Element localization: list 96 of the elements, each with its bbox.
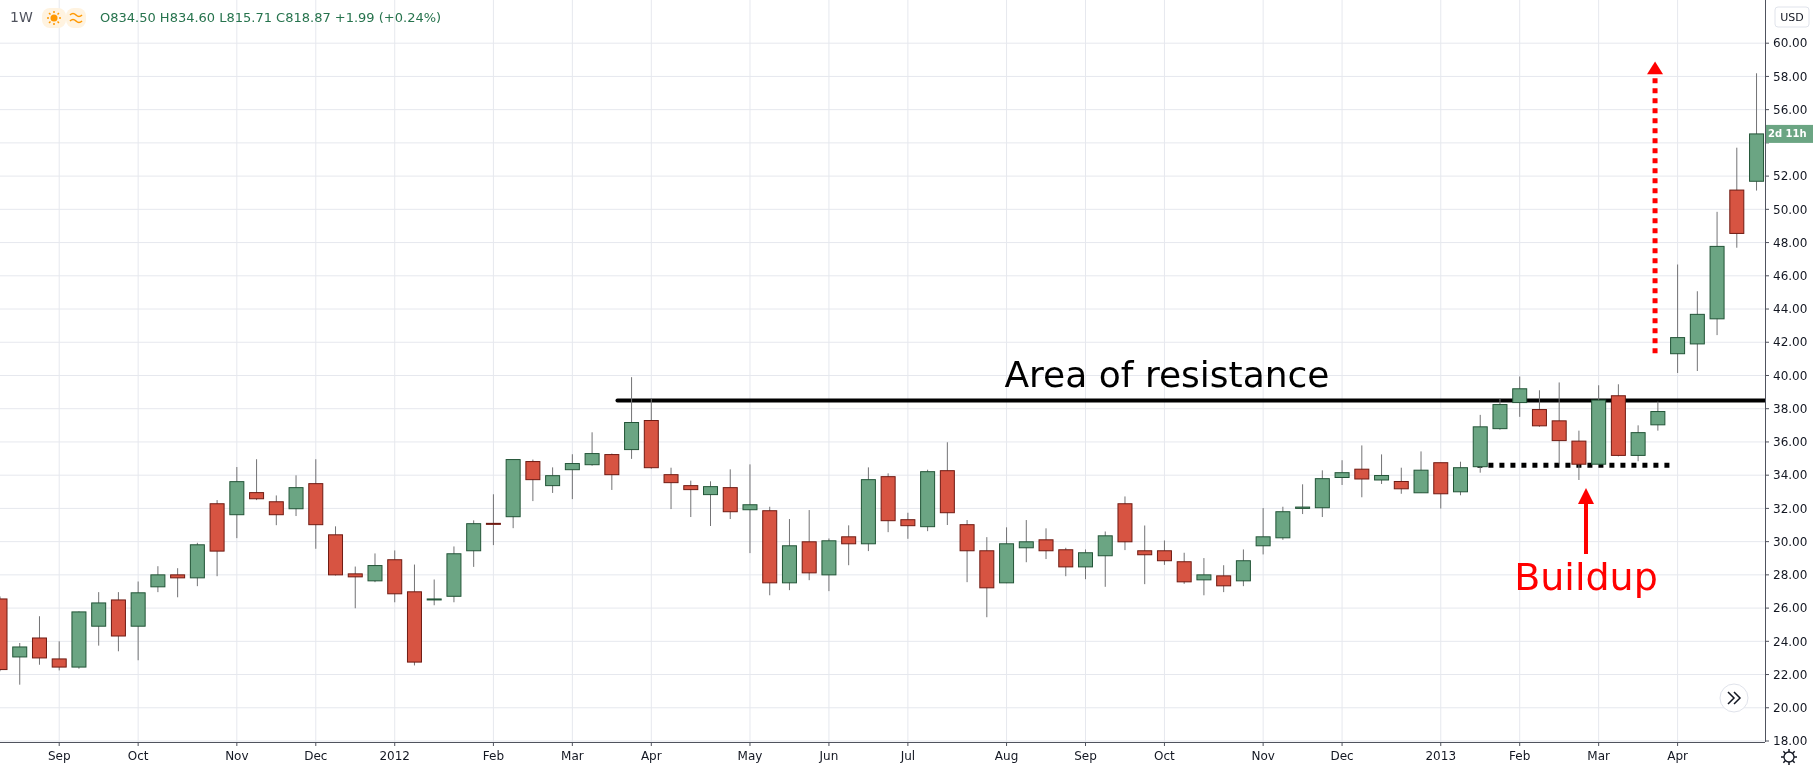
candlestick — [525, 459, 541, 502]
candlestick — [1630, 424, 1646, 462]
candlestick — [268, 494, 284, 526]
x-tick-label: Jun — [818, 749, 839, 763]
y-tick-label: 42.00 — [1773, 335, 1808, 350]
candlestick — [545, 466, 561, 494]
x-tick-label: Feb — [1509, 749, 1531, 763]
candlestick — [584, 431, 600, 467]
y-tick-label: 40.00 — [1773, 368, 1808, 383]
candlestick — [1670, 264, 1686, 374]
candlestick — [742, 463, 758, 554]
x-tick-label: Dec — [1330, 749, 1354, 763]
candlestick — [1097, 531, 1113, 588]
candlestick — [1512, 375, 1528, 418]
y-tick-label: 26.00 — [1773, 601, 1808, 616]
x-tick-label: Sep — [47, 749, 71, 763]
candlestick — [703, 480, 719, 527]
candlestick — [1038, 527, 1054, 560]
x-tick-label: 2012 — [379, 749, 410, 763]
x-tick-label: 2013 — [1425, 749, 1457, 763]
candlestick — [51, 640, 67, 671]
y-tick-label: 30.00 — [1773, 534, 1808, 549]
annotation: Buildup — [1514, 555, 1658, 599]
y-tick-label: 44.00 — [1773, 302, 1808, 317]
x-tick-label: Mar — [561, 749, 584, 763]
candlestick — [150, 565, 166, 593]
x-tick-label: Jul — [899, 749, 916, 763]
candlestick — [1078, 548, 1093, 580]
candlestick — [1058, 547, 1074, 577]
candlestick — [663, 467, 679, 510]
candlestick — [604, 453, 620, 491]
x-tick-label: Sep — [1074, 749, 1097, 763]
x-tick-label: Nov — [225, 749, 249, 763]
y-tick-label: 56.00 — [1773, 102, 1808, 117]
candlestick — [1334, 459, 1350, 486]
candlestick — [1255, 507, 1271, 555]
candlestick — [1354, 444, 1370, 498]
candlestick — [1235, 548, 1251, 587]
candlestick — [426, 579, 442, 606]
y-tick-label: 22.00 — [1773, 667, 1808, 682]
y-tick-label: 20.00 — [1773, 700, 1808, 715]
y-tick-label: 48.00 — [1773, 235, 1808, 250]
candlestick — [1018, 519, 1034, 563]
candlestick — [683, 480, 699, 518]
candlestick — [1650, 401, 1666, 432]
candlestick — [1393, 467, 1409, 495]
annotation: 1W — [10, 9, 33, 25]
candlestick — [1137, 525, 1153, 585]
candlestick — [1295, 483, 1311, 515]
x-tick-label: Apr — [1667, 749, 1689, 763]
x-tick-label: Nov — [1251, 749, 1275, 763]
annotation: O834.50 H834.60 L815.71 C818.87 +1.99 (+0.24%) — [100, 10, 442, 25]
candlestick — [900, 512, 916, 540]
y-tick-label: 46.00 — [1773, 269, 1808, 283]
y-tick-label: 52.00 — [1773, 169, 1808, 184]
candlestick — [1216, 564, 1232, 593]
y-tick-label: 60.00 — [1773, 36, 1808, 51]
candlestick — [485, 493, 501, 546]
candlestick — [1156, 539, 1172, 566]
annotation: Area of resistance — [1004, 354, 1330, 395]
x-tick-label: Oct — [127, 749, 149, 763]
x-tick-label: May — [737, 749, 763, 763]
candlestick — [367, 552, 383, 583]
x-tick-label: Oct — [1154, 749, 1176, 763]
y-tick-label: 38.00 — [1773, 401, 1808, 416]
y-tick-label: 58.00 — [1773, 69, 1808, 84]
y-tick-label: 32.00 — [1773, 501, 1808, 516]
y-tick-label: 50.00 — [1773, 202, 1808, 217]
candlestick — [12, 642, 28, 686]
x-tick-label: Apr — [640, 749, 662, 763]
candlestick — [288, 474, 304, 517]
candlestick — [170, 567, 186, 598]
x-tick-label: Mar — [1587, 749, 1611, 763]
candlestick — [564, 453, 580, 500]
x-tick-label: Feb — [482, 749, 505, 763]
candlestick — [347, 566, 363, 609]
candlestick — [91, 591, 107, 647]
candlestick — [249, 458, 265, 501]
text: 2d 11h — [1768, 128, 1807, 140]
y-tick-label: 18.00 — [1773, 734, 1808, 749]
x-tick-label: Dec — [304, 749, 328, 763]
y-tick-label: 24.00 — [1773, 634, 1808, 649]
x-tick-label: Aug — [994, 749, 1019, 763]
candlestick — [1413, 450, 1429, 494]
candlestick — [1176, 552, 1192, 585]
y-tick-label: 28.00 — [1773, 568, 1808, 583]
candlestick — [1374, 453, 1390, 485]
candlestick — [1551, 381, 1567, 465]
y-tick-label: 36.00 — [1773, 435, 1808, 450]
candlestick — [1196, 557, 1212, 596]
candlestick — [1531, 389, 1547, 428]
candlestick — [31, 615, 47, 666]
candlestick — [1571, 430, 1587, 481]
y-axis-title: USD — [1780, 11, 1804, 24]
y-tick-label: 34.00 — [1773, 468, 1808, 483]
candlestick — [841, 524, 857, 566]
